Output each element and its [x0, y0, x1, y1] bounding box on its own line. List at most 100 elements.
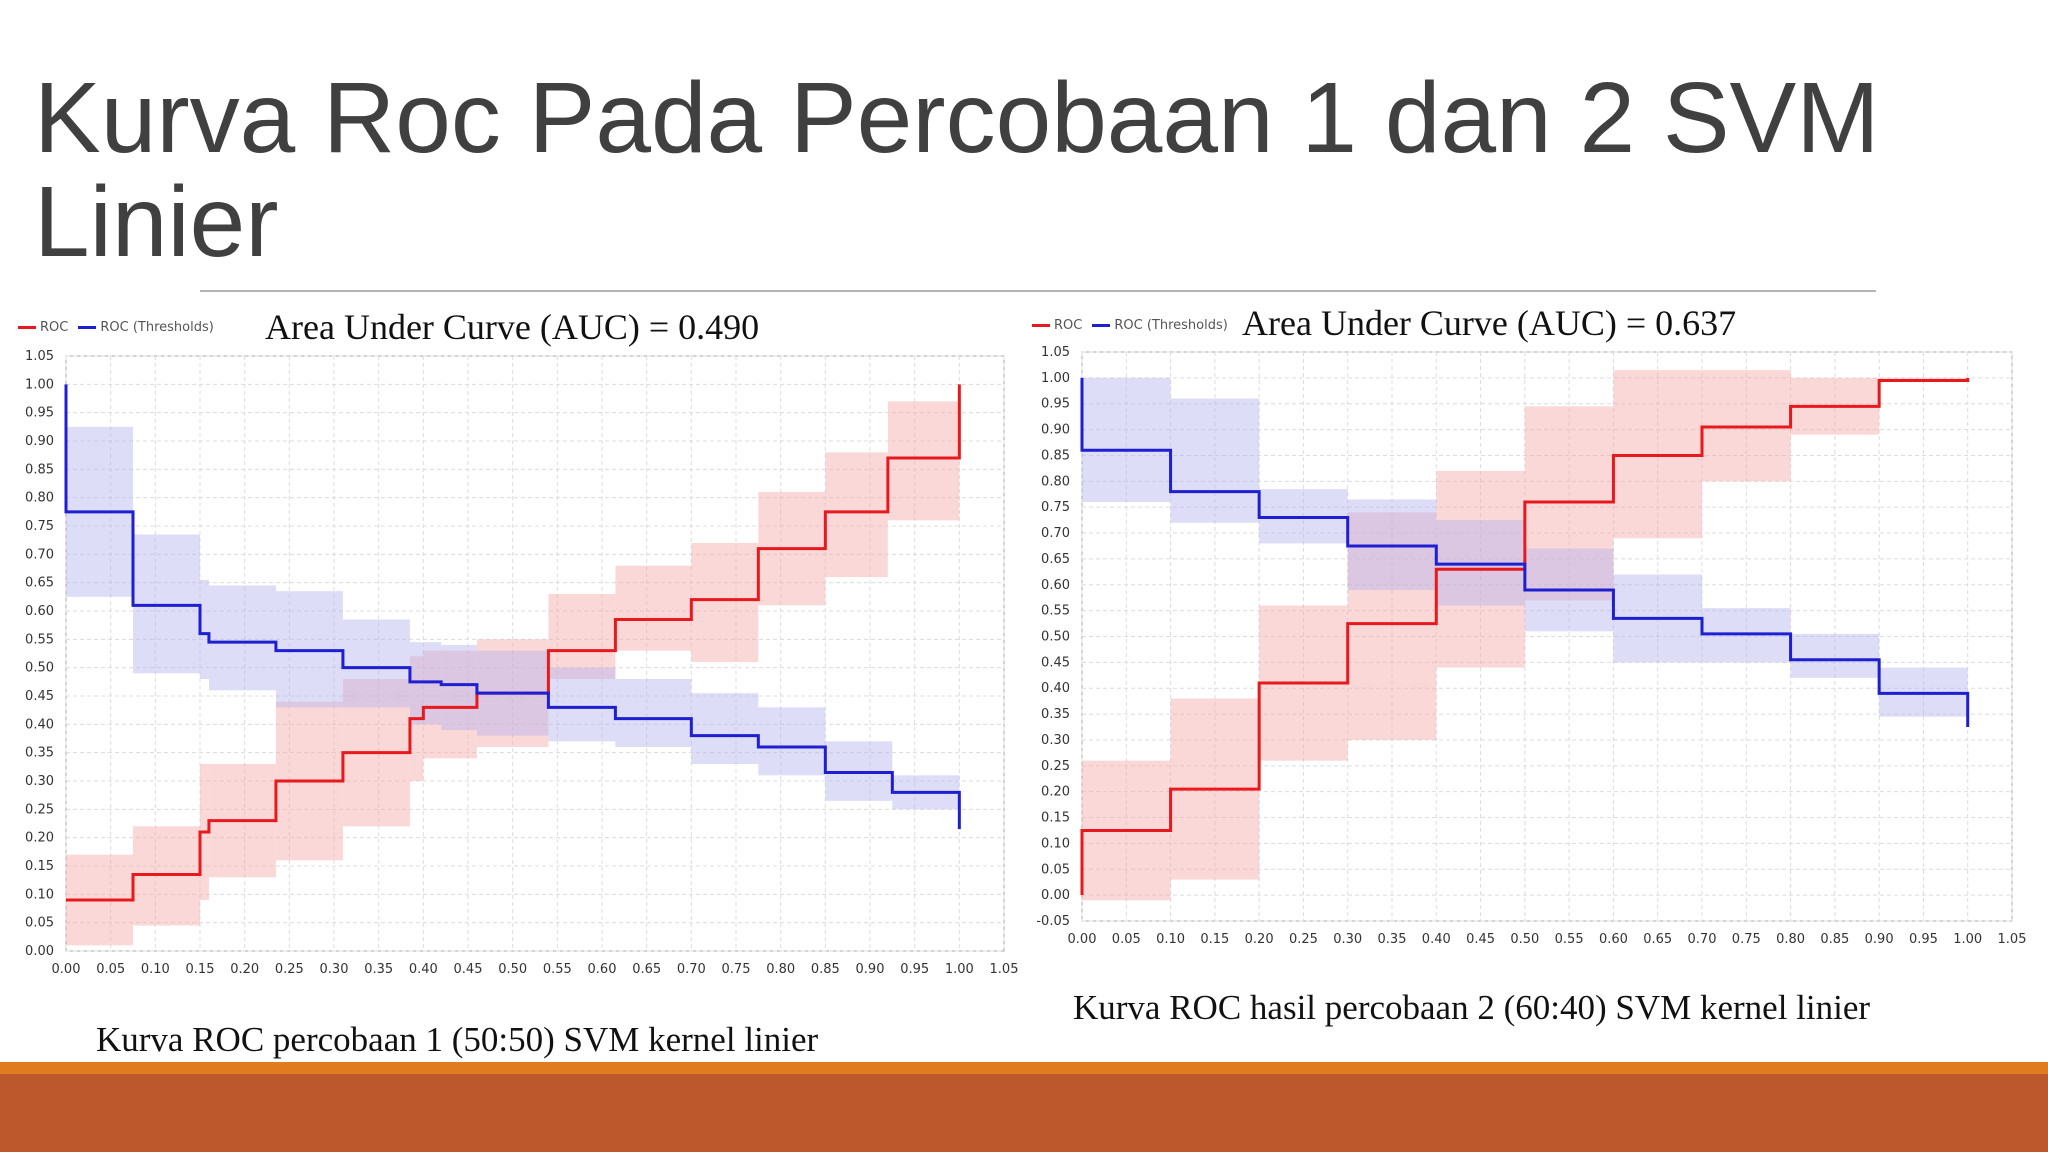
chart1-y-tick-label: 0.75	[25, 519, 54, 534]
chart2-y-tick-label: 0.50	[1041, 630, 1070, 645]
chart2-legend-roc-label: ROC	[1054, 318, 1083, 333]
chart1-x-tick-label: 0.95	[900, 962, 929, 977]
chart2-y-tick-label: 0.95	[1041, 397, 1070, 412]
chart1-x-tick-label: 0.10	[141, 962, 170, 977]
chart1-y-tick-label: 0.10	[25, 887, 54, 902]
chart2-y-tick-label: 0.15	[1041, 811, 1070, 826]
chart2-y-tick-label: 0.40	[1041, 681, 1070, 696]
chart2-x-tick-label: 0.80	[1776, 932, 1805, 947]
chart1-legend-thresholds: ROC (Thresholds)	[78, 320, 214, 335]
chart1-x-tick-label: 0.45	[454, 962, 483, 977]
chart1-x-tick-label: 0.20	[230, 962, 259, 977]
chart2-x-tick-label: 0.75	[1732, 932, 1761, 947]
chart2-y-tick-label: 0.65	[1041, 552, 1070, 567]
chart2-y-tick-label: 0.20	[1041, 785, 1070, 800]
chart2-y-tick-label: 1.00	[1041, 371, 1070, 386]
chart2-roc-plot: 0.00 0.05 0.10 0.15 0.20 0.25 0.30 0.35 0.40 0.45…	[1036, 345, 2026, 947]
chart2-x-tick-label: 0.45	[1466, 932, 1495, 947]
chart1-legend: ROC ROC (Thresholds)	[18, 320, 224, 335]
chart1-y-tick-label: 0.70	[25, 547, 54, 562]
chart1-y-tick-label: 0.25	[25, 802, 54, 817]
chart1-auc-annotation: Area Under Curve (AUC) = 0.490	[265, 307, 760, 347]
chart1-roc-confidence-band	[548, 594, 616, 679]
chart1-y-tick-label: 0.55	[25, 632, 54, 647]
chart1-y-tick-label: 0.65	[25, 576, 54, 591]
chart1-y-tick-label: 0.90	[25, 434, 54, 449]
chart2-x-tick-label: 1.05	[1998, 932, 2027, 947]
chart1-x-tick-label: 0.50	[498, 962, 527, 977]
chart2-y-tick-label: 0.10	[1041, 836, 1070, 851]
chart2-x-tick-label: 0.20	[1245, 932, 1274, 947]
chart2-x-tick-label: 0.40	[1422, 932, 1451, 947]
chart1-thresholds-confidence-band	[441, 645, 477, 730]
chart1-y-tick-label: 0.05	[25, 916, 54, 931]
chart1-roc-plot: 0.00 0.05 0.10 0.15 0.20 0.25 0.30 0.35 0.40 0.45…	[25, 349, 1018, 977]
chart2-x-tick-label: 0.05	[1112, 932, 1141, 947]
chart1-thresholds-confidence-band	[342, 619, 410, 708]
chart2-legend-thresholds: ROC (Thresholds)	[1092, 318, 1228, 333]
chart1-y-tick-label: 0.95	[25, 406, 54, 421]
chart2-y-tick-label: 0.90	[1041, 423, 1070, 438]
chart1-thresholds-confidence-band	[691, 693, 759, 764]
chart1-y-tick-label: 0.45	[25, 689, 54, 704]
chart1-y-tick-label: 0.60	[25, 604, 54, 619]
chart1-legend-roc-label: ROC	[40, 320, 69, 335]
chart1-y-tick-label: 0.50	[25, 661, 54, 676]
chart2-x-tick-label: 0.55	[1555, 932, 1584, 947]
chart2-y-tick-label: -0.05	[1036, 914, 1070, 929]
chart1-x-tick-label: 0.00	[52, 962, 81, 977]
chart2-x-tick-label: 0.65	[1643, 932, 1672, 947]
chart2-x-tick-label: 0.90	[1865, 932, 1894, 947]
chart1-thresholds-line	[64, 384, 961, 830]
chart1-x-tick-label: 0.30	[320, 962, 349, 977]
chart1-roc-confidence-band	[615, 565, 692, 651]
chart1-y-tick-label: 0.40	[25, 717, 54, 732]
chart1-x-tick-label: 0.65	[632, 962, 661, 977]
chart2-y-tick-label: 0.25	[1041, 759, 1070, 774]
chart1-thresholds-confidence-band	[548, 667, 616, 742]
chart2-legend-thresholds-label: ROC (Thresholds)	[1114, 318, 1228, 333]
chart2-y-tick-label: 0.80	[1041, 474, 1070, 489]
chart1-thresholds-confidence-band	[615, 679, 692, 747]
chart2-y-tick-label: 0.30	[1041, 733, 1070, 748]
chart1-y-tick-label: 0.30	[25, 774, 54, 789]
chart2-thresholds-line	[1080, 377, 1970, 728]
chart1-y-tick-label: 0.80	[25, 491, 54, 506]
chart1-caption: Kurva ROC percobaan 1 (50:50) SVM kernel…	[96, 1020, 819, 1059]
chart1-x-tick-label: 0.85	[811, 962, 840, 977]
chart2-roc-confidence-band	[1347, 512, 1437, 740]
chart1-y-tick-label: 0.15	[25, 859, 54, 874]
chart2-x-tick-label: 0.25	[1289, 932, 1318, 947]
chart2-x-tick-label: 1.00	[1953, 932, 1982, 947]
chart1-roc-confidence-band	[691, 543, 759, 662]
chart2-y-tick-label: 0.00	[1041, 888, 1070, 903]
chart1-x-tick-label: 0.15	[186, 962, 215, 977]
chart2-x-tick-label: 0.95	[1909, 932, 1938, 947]
chart2-legend-roc: ROC	[1032, 318, 1082, 333]
chart1-y-tick-label: 0.85	[25, 462, 54, 477]
chart1-x-tick-label: 0.70	[677, 962, 706, 977]
chart2-x-tick-label: 0.85	[1820, 932, 1849, 947]
chart1-x-tick-label: 0.80	[766, 962, 795, 977]
chart1-roc-line	[66, 384, 961, 902]
chart2-x-tick-label: 0.15	[1200, 932, 1229, 947]
chart2-x-tick-label: 0.10	[1156, 932, 1185, 947]
chart1-roc-confidence-band	[887, 401, 960, 521]
chart1-plot-area	[65, 355, 1005, 952]
chart2-y-tick-label: 0.85	[1041, 448, 1070, 463]
chart2-x-tick-label: 0.70	[1688, 932, 1717, 947]
chart2-legend: ROC ROC (Thresholds)	[1032, 318, 1238, 333]
chart1-legend-roc: ROC	[18, 320, 68, 335]
chart1-x-tick-label: 0.75	[722, 962, 751, 977]
chart1-y-tick-label: 0.00	[25, 944, 54, 959]
chart2-y-tick-label: 0.45	[1041, 655, 1070, 670]
chart2-y-tick-label: 0.55	[1041, 604, 1070, 619]
chart2-y-tick-label: 0.70	[1041, 526, 1070, 541]
chart1-y-tick-label: 1.00	[25, 377, 54, 392]
chart2-y-tick-label: 0.05	[1041, 862, 1070, 877]
chart1-roc-confidence-band	[423, 650, 477, 759]
chart1-grid	[65, 355, 1005, 952]
chart2-auc-annotation: Area Under Curve (AUC) = 0.637	[1242, 303, 1737, 343]
chart1-roc-confidence-band	[825, 452, 888, 577]
chart1-legend-thresholds-label: ROC (Thresholds)	[100, 320, 214, 335]
